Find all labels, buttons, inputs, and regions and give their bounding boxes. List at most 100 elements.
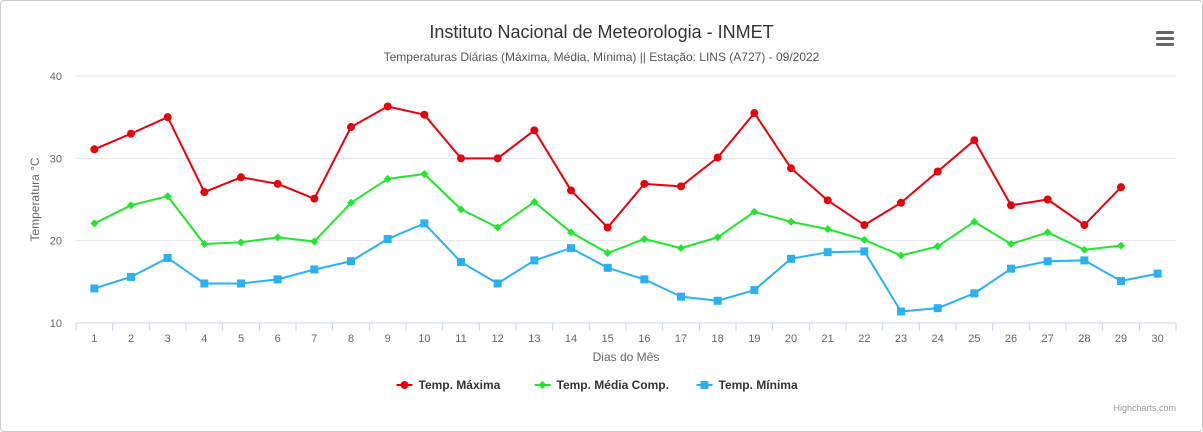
data-point[interactable]: [383, 174, 392, 183]
data-point[interactable]: [1043, 195, 1052, 204]
data-point[interactable]: [860, 235, 869, 244]
legend-item-label: Temp. Média Comp.: [557, 378, 669, 392]
data-point[interactable]: [640, 179, 649, 188]
data-point[interactable]: [677, 182, 685, 191]
data-point[interactable]: [750, 286, 759, 295]
data-point[interactable]: [237, 238, 245, 247]
data-point[interactable]: [750, 207, 759, 216]
data-point[interactable]: [1007, 239, 1015, 248]
data-point[interactable]: [530, 197, 539, 206]
data-point[interactable]: [493, 223, 502, 232]
data-point[interactable]: [713, 296, 722, 305]
data-point[interactable]: [163, 253, 172, 262]
data-point[interactable]: [493, 154, 502, 163]
data-point[interactable]: [127, 201, 135, 210]
data-point[interactable]: [1007, 201, 1015, 210]
data-point[interactable]: [310, 237, 319, 246]
data-point[interactable]: [1117, 277, 1125, 286]
data-point[interactable]: [713, 233, 722, 242]
data-point[interactable]: [640, 275, 649, 284]
data-point[interactable]: [420, 169, 429, 178]
data-point[interactable]: [163, 113, 172, 122]
data-point[interactable]: [310, 194, 319, 203]
data-point[interactable]: [970, 217, 979, 226]
data-point[interactable]: [677, 244, 685, 253]
data-point[interactable]: [1043, 257, 1052, 266]
data-point[interactable]: [603, 263, 612, 272]
data-point[interactable]: [787, 254, 795, 263]
x-axis-title: Dias do Mês: [593, 350, 660, 364]
data-point[interactable]: [1117, 241, 1125, 250]
data-point[interactable]: [933, 304, 942, 313]
hamburger-menu-icon[interactable]: [1153, 28, 1177, 48]
data-point[interactable]: [860, 247, 869, 256]
x-tick-label: 20: [785, 333, 797, 345]
data-point[interactable]: [383, 102, 392, 111]
data-point[interactable]: [897, 307, 905, 316]
data-point[interactable]: [200, 188, 209, 197]
data-point[interactable]: [200, 239, 209, 248]
data-point[interactable]: [823, 225, 832, 234]
data-point[interactable]: [127, 129, 135, 138]
data-point[interactable]: [163, 192, 172, 201]
data-point[interactable]: [457, 258, 465, 267]
data-point[interactable]: [933, 167, 942, 176]
data-point[interactable]: [273, 179, 282, 188]
data-point[interactable]: [970, 136, 979, 145]
data-point[interactable]: [823, 248, 832, 257]
data-point[interactable]: [603, 249, 612, 258]
data-point[interactable]: [347, 123, 355, 132]
data-point[interactable]: [273, 233, 282, 242]
data-point[interactable]: [347, 198, 355, 207]
data-point[interactable]: [567, 228, 575, 237]
data-point[interactable]: [127, 272, 135, 281]
legend-marker[interactable]: [400, 381, 409, 389]
data-point[interactable]: [567, 186, 575, 195]
data-point[interactable]: [457, 154, 465, 163]
legend-marker[interactable]: [538, 381, 547, 389]
data-point[interactable]: [933, 242, 942, 251]
data-point[interactable]: [823, 196, 832, 205]
data-point[interactable]: [1007, 264, 1015, 273]
data-point[interactable]: [787, 164, 795, 173]
data-point[interactable]: [420, 219, 429, 228]
data-point[interactable]: [273, 275, 282, 284]
data-point[interactable]: [200, 279, 209, 288]
data-point[interactable]: [713, 153, 722, 162]
data-point[interactable]: [677, 292, 685, 301]
data-point[interactable]: [787, 217, 795, 226]
data-point[interactable]: [750, 109, 759, 118]
data-point[interactable]: [237, 279, 245, 288]
data-point[interactable]: [1080, 256, 1089, 265]
data-point[interactable]: [640, 235, 649, 244]
data-point[interactable]: [457, 205, 465, 214]
legend-marker[interactable]: [700, 381, 709, 389]
data-point[interactable]: [90, 145, 99, 154]
data-point[interactable]: [530, 256, 539, 265]
data-point[interactable]: [493, 279, 502, 288]
x-tick-label: 11: [455, 333, 466, 345]
data-point[interactable]: [530, 126, 539, 135]
data-point[interactable]: [383, 235, 392, 244]
data-point[interactable]: [420, 110, 429, 119]
x-tick-label: 5: [238, 333, 244, 345]
data-point[interactable]: [897, 198, 905, 207]
data-point[interactable]: [567, 244, 575, 253]
data-point[interactable]: [603, 223, 612, 232]
data-point[interactable]: [90, 284, 99, 293]
data-point[interactable]: [1080, 221, 1089, 230]
data-point[interactable]: [1153, 269, 1162, 278]
data-point[interactable]: [1080, 245, 1089, 254]
credits-link[interactable]: Highcharts.com: [1113, 403, 1176, 413]
data-point[interactable]: [897, 251, 905, 260]
data-point[interactable]: [1043, 228, 1052, 237]
data-point[interactable]: [1117, 183, 1125, 192]
data-point[interactable]: [970, 289, 979, 298]
data-point[interactable]: [860, 221, 869, 230]
data-point[interactable]: [310, 265, 319, 274]
data-point[interactable]: [237, 173, 245, 182]
data-point[interactable]: [347, 257, 355, 266]
data-point[interactable]: [90, 219, 99, 228]
x-tick-label: 25: [968, 333, 980, 345]
